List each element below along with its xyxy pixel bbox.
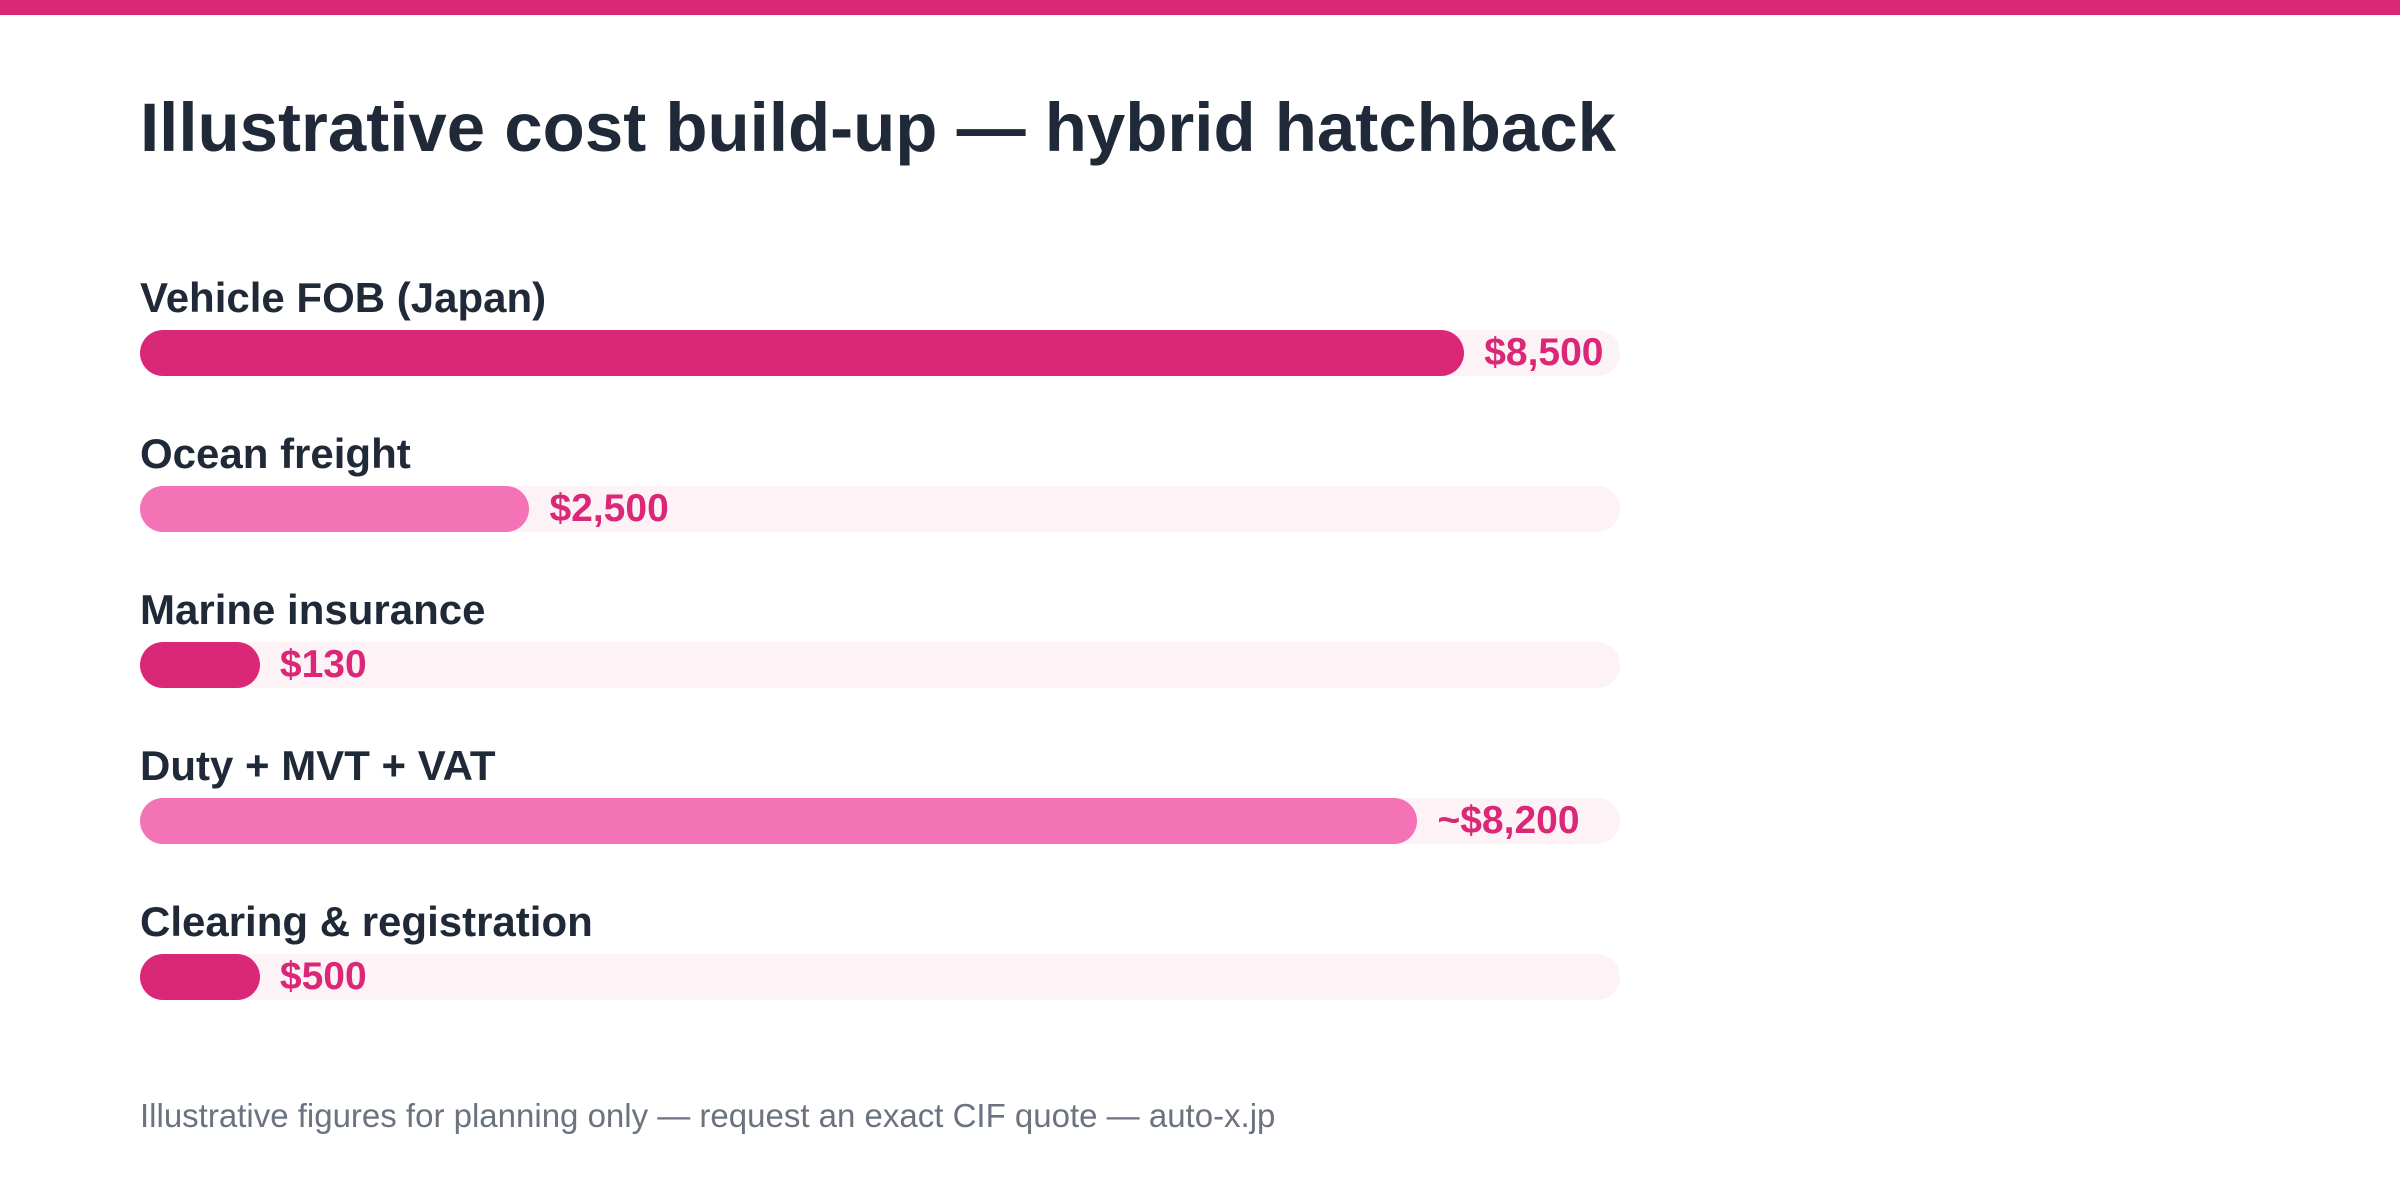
- value-label: ~$8,200: [1437, 799, 1580, 842]
- category-label: Marine insurance: [140, 586, 486, 633]
- bar-row: Marine insurance $130: [140, 582, 1620, 692]
- value-label: $2,500: [549, 487, 669, 530]
- bar-track: [140, 954, 1620, 1000]
- category-label: Duty + MVT + VAT: [140, 742, 496, 789]
- footnote: Illustrative figures for planning only —…: [140, 1097, 1276, 1134]
- bar-row: Clearing & registration $500: [140, 894, 1620, 1004]
- category-label: Vehicle FOB (Japan): [140, 274, 547, 321]
- bar: [140, 954, 260, 1000]
- value-label: $500: [279, 955, 367, 998]
- bar: [140, 798, 1418, 844]
- bar: [140, 330, 1465, 376]
- value-label: $8,500: [1484, 331, 1604, 374]
- bar-track: [140, 642, 1620, 688]
- top-accent-stripe: [0, 0, 2400, 15]
- bar-row: Ocean freight $2,500: [140, 426, 1620, 536]
- bar: [140, 486, 530, 532]
- bar: [140, 642, 260, 688]
- value-label: $130: [279, 643, 367, 686]
- bar-row: Duty + MVT + VAT ~$8,200: [140, 738, 1620, 848]
- category-label: Ocean freight: [140, 430, 411, 477]
- category-label: Clearing & registration: [140, 898, 593, 945]
- bar-row: Vehicle FOB (Japan) $8,500: [140, 270, 1620, 380]
- chart-title: Illustrative cost build-up — hybrid hatc…: [140, 89, 1617, 166]
